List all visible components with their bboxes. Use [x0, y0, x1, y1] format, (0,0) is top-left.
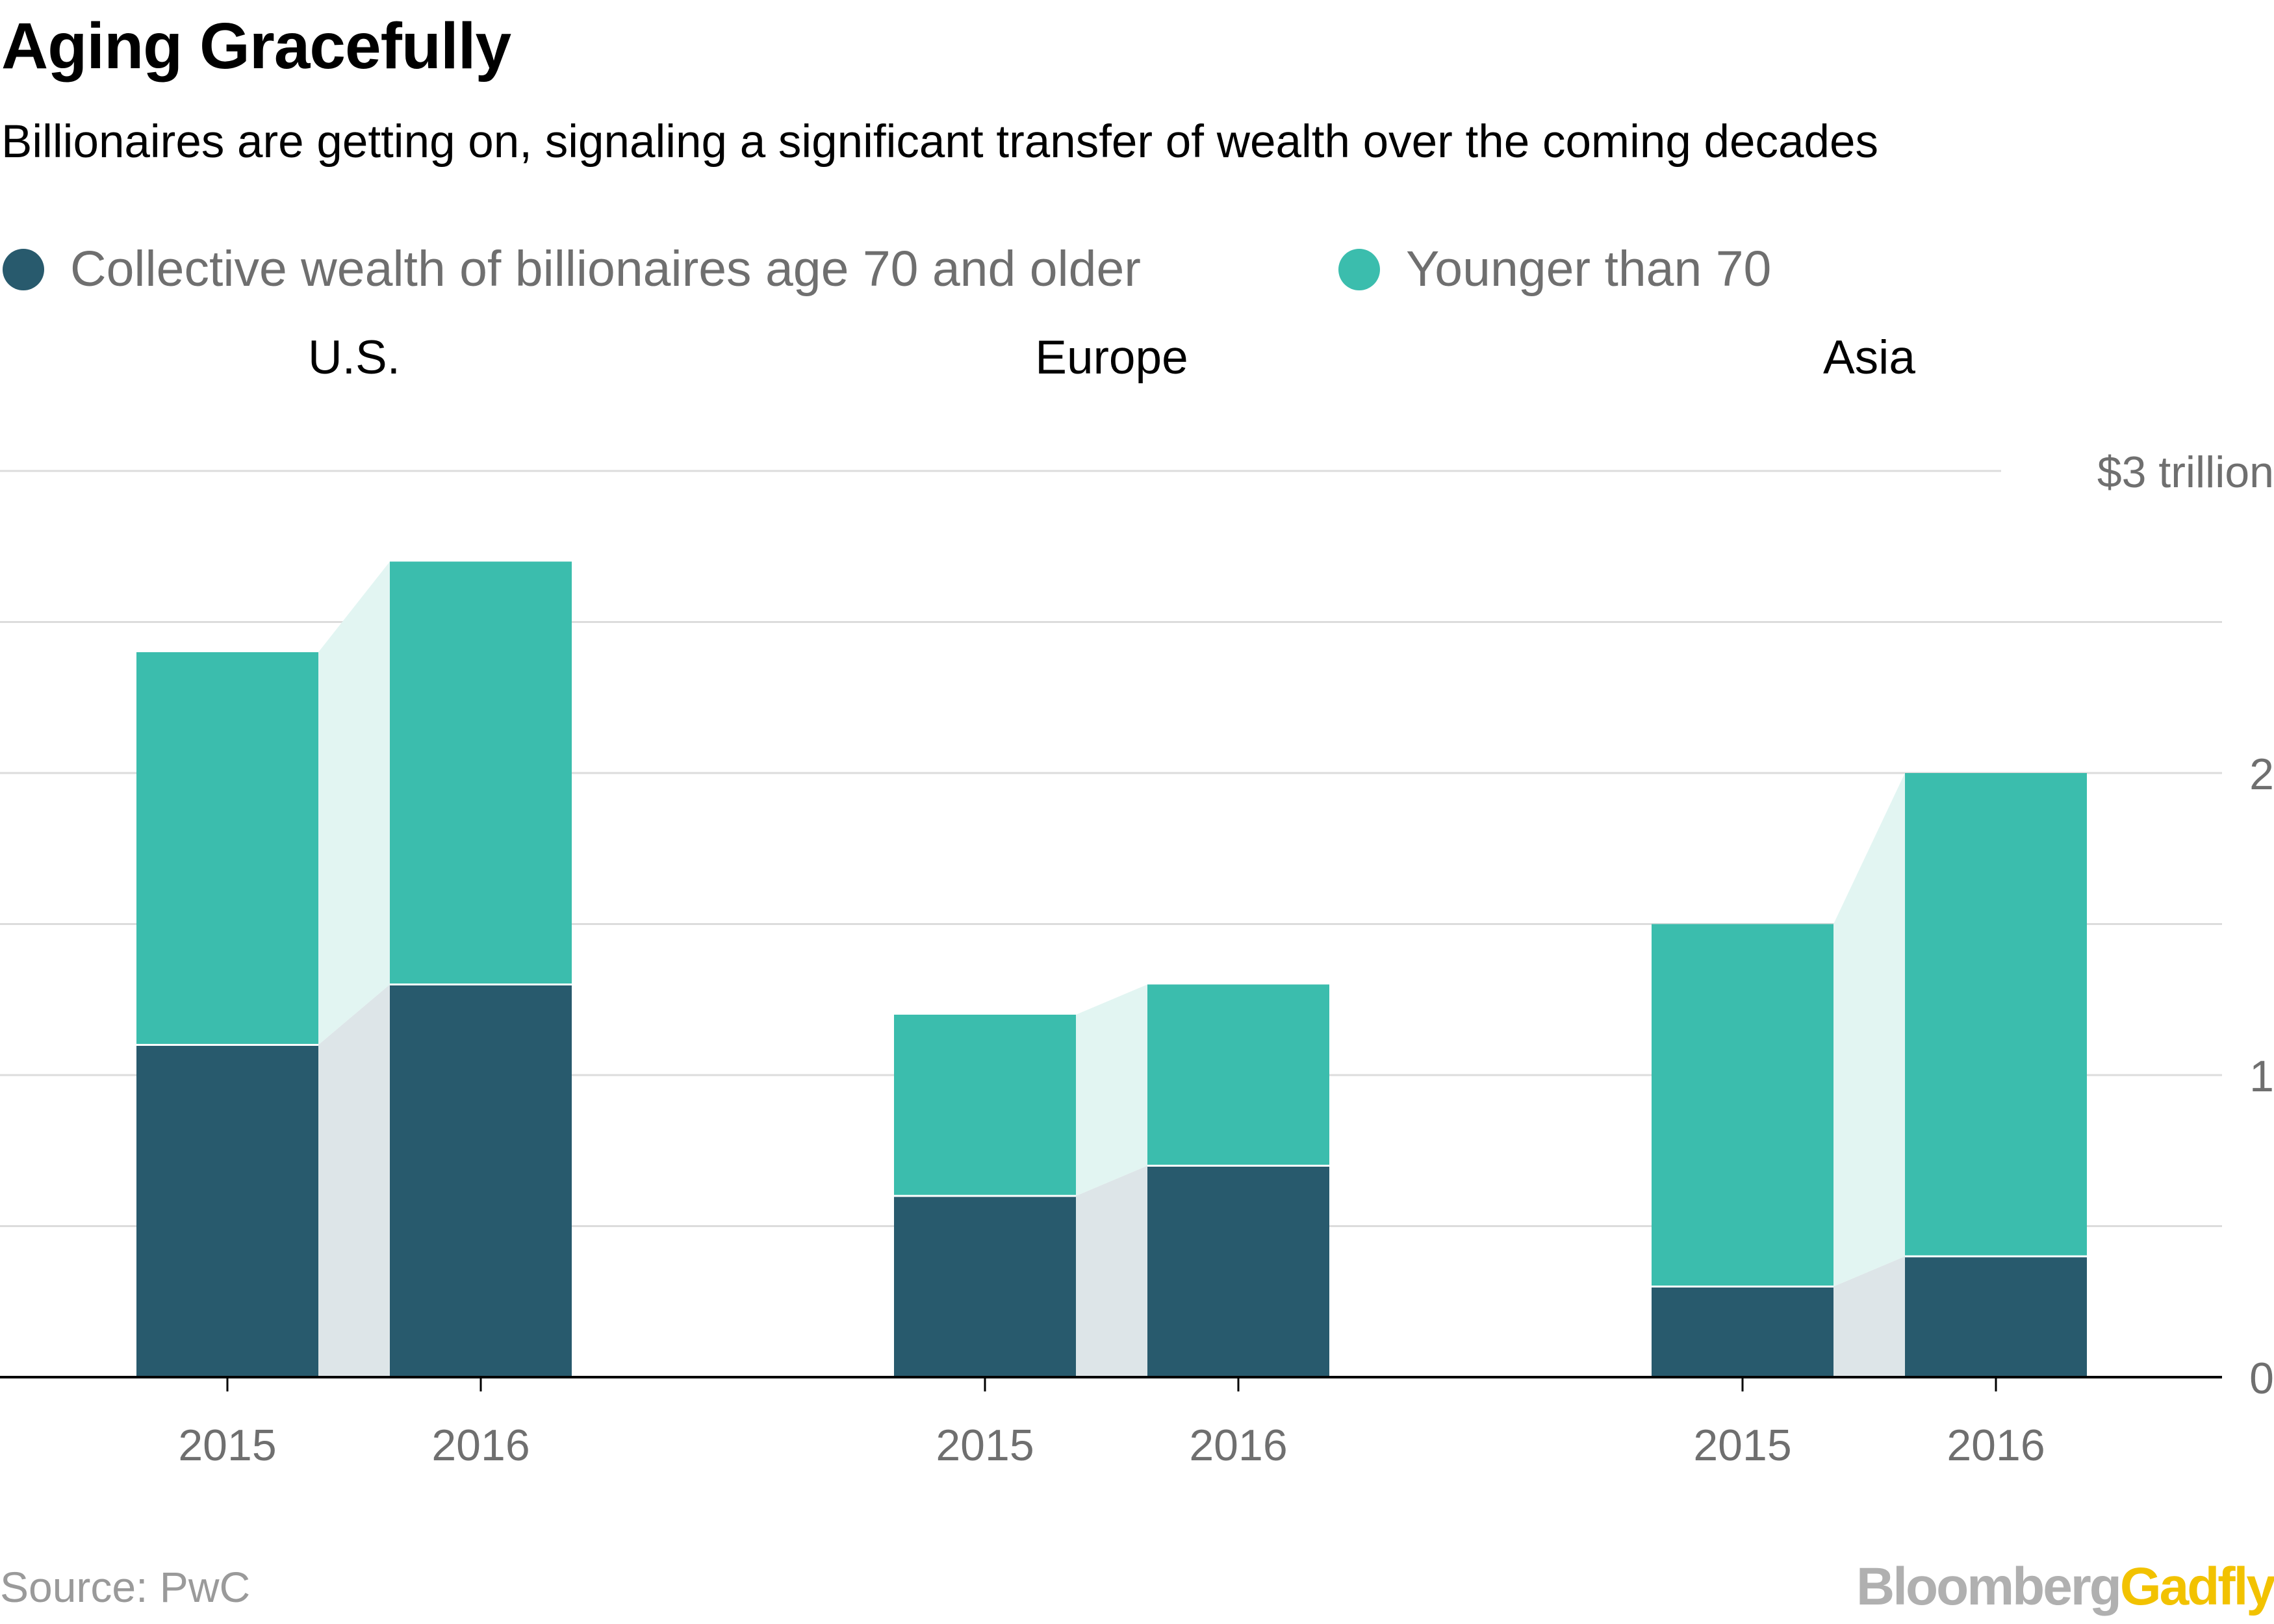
bar-younger — [1147, 984, 1329, 1166]
panel-title: Asia — [1823, 331, 1915, 384]
x-tick-label: 2016 — [1189, 1421, 1287, 1470]
connector-younger — [1833, 773, 1905, 1287]
brand-logo-part-1: Bloomberg — [1856, 1557, 2122, 1616]
chart-title: Aging Gracefully — [1, 10, 511, 82]
legend-swatch-older — [3, 248, 44, 290]
bar-older — [1147, 1165, 1329, 1377]
bar-older — [894, 1196, 1076, 1377]
bar-older — [1905, 1256, 2087, 1377]
brand-logo-part-2: Gadfly — [2119, 1557, 2274, 1616]
x-tick-label: 2015 — [178, 1421, 276, 1470]
x-tick-label: 2015 — [1693, 1421, 1791, 1470]
connector-older — [1076, 1165, 1147, 1377]
y-tick-label: 2 — [2249, 750, 2274, 799]
x-tick-label: 2016 — [431, 1421, 530, 1470]
bar-older — [136, 1045, 318, 1377]
brand-logo: BloombergGadfly — [1856, 1556, 2274, 1618]
connector-older — [318, 984, 390, 1377]
bar-younger — [1905, 773, 2087, 1256]
bar-younger — [390, 561, 572, 985]
bar-younger — [894, 1015, 1076, 1196]
y-tick-label: $3 trillion — [2097, 448, 2274, 497]
y-tick-label: 1 — [2249, 1052, 2274, 1101]
legend-item-older: Collective wealth of billionaires age 70… — [3, 240, 1141, 298]
connector-older — [1833, 1256, 1905, 1377]
bar-younger — [1652, 924, 1833, 1287]
bar-younger — [136, 652, 318, 1045]
legend-label-older: Collective wealth of billionaires age 70… — [70, 241, 1141, 297]
panel-title: Europe — [1035, 331, 1188, 384]
legend-label-younger: Younger than 70 — [1406, 241, 1772, 297]
connector-younger — [318, 561, 390, 1045]
legend-item-younger: Younger than 70 — [1338, 240, 1771, 298]
bar-older — [1652, 1286, 1833, 1377]
chart-subtitle: Billionaires are getting on, signaling a… — [1, 116, 1878, 168]
legend-swatch-younger — [1338, 248, 1380, 290]
panel-title: U.S. — [308, 331, 400, 384]
y-tick-label: 0 — [2249, 1354, 2274, 1403]
x-tick-label: 2016 — [1947, 1421, 2045, 1470]
connector-younger — [1076, 984, 1147, 1196]
bar-older — [390, 984, 572, 1377]
x-tick-label: 2015 — [936, 1421, 1034, 1470]
source-note: Source: PwC — [0, 1563, 251, 1611]
